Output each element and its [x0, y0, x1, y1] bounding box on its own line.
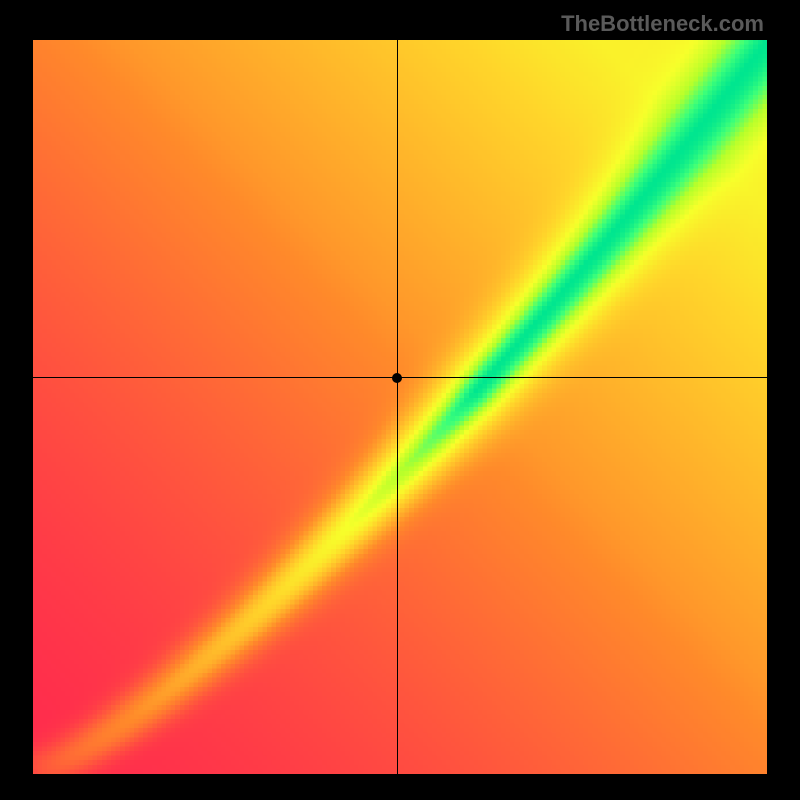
bottleneck-heatmap — [33, 40, 767, 774]
crosshair-vertical — [397, 40, 398, 774]
crosshair-marker-dot — [392, 373, 402, 383]
watermark-text: TheBottleneck.com — [561, 11, 764, 37]
plot-container: TheBottleneck.com — [0, 0, 800, 800]
